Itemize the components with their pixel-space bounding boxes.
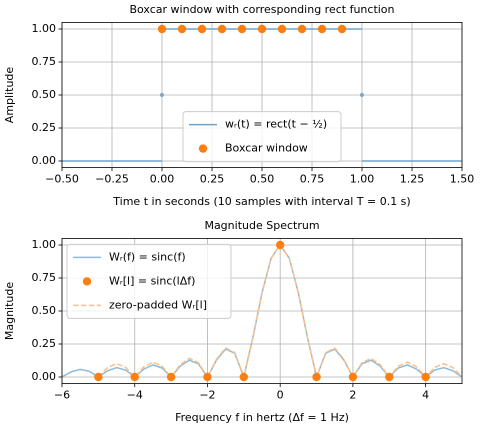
data-point xyxy=(257,24,267,34)
y-tick-label: 0.25 xyxy=(32,121,57,134)
x-tick-label: −4 xyxy=(127,389,143,402)
legend-label: zero-padded Wᵣ[l] xyxy=(109,298,207,311)
subplot: Boxcar window with corresponding rect fu… xyxy=(3,3,474,208)
data-point xyxy=(130,372,139,382)
y-axis-label: Magnitude xyxy=(3,282,16,341)
x-tick-label: 0.75 xyxy=(300,173,325,186)
data-point xyxy=(197,24,207,34)
data-point xyxy=(237,24,247,34)
legend: Wᵣ(f) = sinc(f) Wᵣ[l] = sinc(lΔf) zero-pad… xyxy=(66,243,232,319)
data-point xyxy=(94,372,103,382)
x-tick-label: 0 xyxy=(277,389,284,402)
x-tick-label: 0.25 xyxy=(200,173,225,186)
x-tick-label: −0.50 xyxy=(45,173,79,186)
data-point xyxy=(166,372,176,382)
data-point xyxy=(157,24,167,34)
y-tick-label: 0.00 xyxy=(32,154,57,167)
y-tick-label: 0.50 xyxy=(32,88,57,101)
y-tick-label: 0.25 xyxy=(32,337,57,350)
x-tick-label: 0.50 xyxy=(250,173,275,186)
data-point xyxy=(217,24,227,34)
y-tick-label: 1.00 xyxy=(32,22,57,35)
x-tick-label: −6 xyxy=(54,389,70,402)
axes-frame xyxy=(61,21,463,168)
chart-title: Boxcar window with corresponding rect fu… xyxy=(129,3,394,16)
data-point xyxy=(277,24,287,34)
legend-marker xyxy=(82,277,92,286)
legend: wᵣ(t) = rect(t − ½) Boxcar window xyxy=(182,111,342,163)
data-point xyxy=(177,24,187,34)
y-tick-label: 0.50 xyxy=(32,304,57,317)
legend-box xyxy=(182,111,342,163)
x-axis-label: Time t in seconds (10 samples with inter… xyxy=(112,195,410,208)
data-point xyxy=(239,372,249,382)
legend-box xyxy=(66,243,232,319)
y-axis-label: Amplitude xyxy=(3,67,16,124)
data-point xyxy=(297,24,307,34)
x-tick-label: 1.25 xyxy=(400,173,425,186)
y-tick-label: 0.00 xyxy=(32,370,57,383)
data-point xyxy=(203,372,212,382)
x-tick-label: −2 xyxy=(199,389,215,402)
axes-frame xyxy=(61,237,463,384)
data-point xyxy=(337,24,347,34)
x-tick-label: 2 xyxy=(349,389,356,402)
data-point xyxy=(348,372,358,382)
y-tick-label: 1.00 xyxy=(32,238,57,251)
y-tick-label: 0.75 xyxy=(32,271,57,284)
x-tick-label: −0.25 xyxy=(95,173,129,186)
x-tick-label: 1.00 xyxy=(350,173,375,186)
legend-label: Wᵣ(f) = sinc(f) xyxy=(109,250,186,263)
legend-marker xyxy=(198,144,208,153)
data-point xyxy=(385,372,394,382)
data-point xyxy=(317,24,327,34)
y-tick-label: 0.75 xyxy=(32,55,57,68)
data-point xyxy=(312,372,321,382)
subplot: Magnitude Spectrum Frequency f in hertz (… xyxy=(3,219,463,424)
chart-title: Magnitude Spectrum xyxy=(204,219,319,232)
legend-label: Wᵣ[l] = sinc(lΔf) xyxy=(109,274,195,287)
legend-label: Boxcar window xyxy=(225,142,308,155)
legend-label: wᵣ(t) = rect(t − ½) xyxy=(225,118,327,131)
x-axis-label: Frequency f in hertz (Δf = 1 Hz) xyxy=(175,411,349,424)
x-tick-label: 0.00 xyxy=(150,173,175,186)
data-point xyxy=(275,240,285,250)
x-tick-label: 1.50 xyxy=(450,173,475,186)
data-point xyxy=(421,372,430,382)
x-tick-label: 4 xyxy=(422,389,429,402)
